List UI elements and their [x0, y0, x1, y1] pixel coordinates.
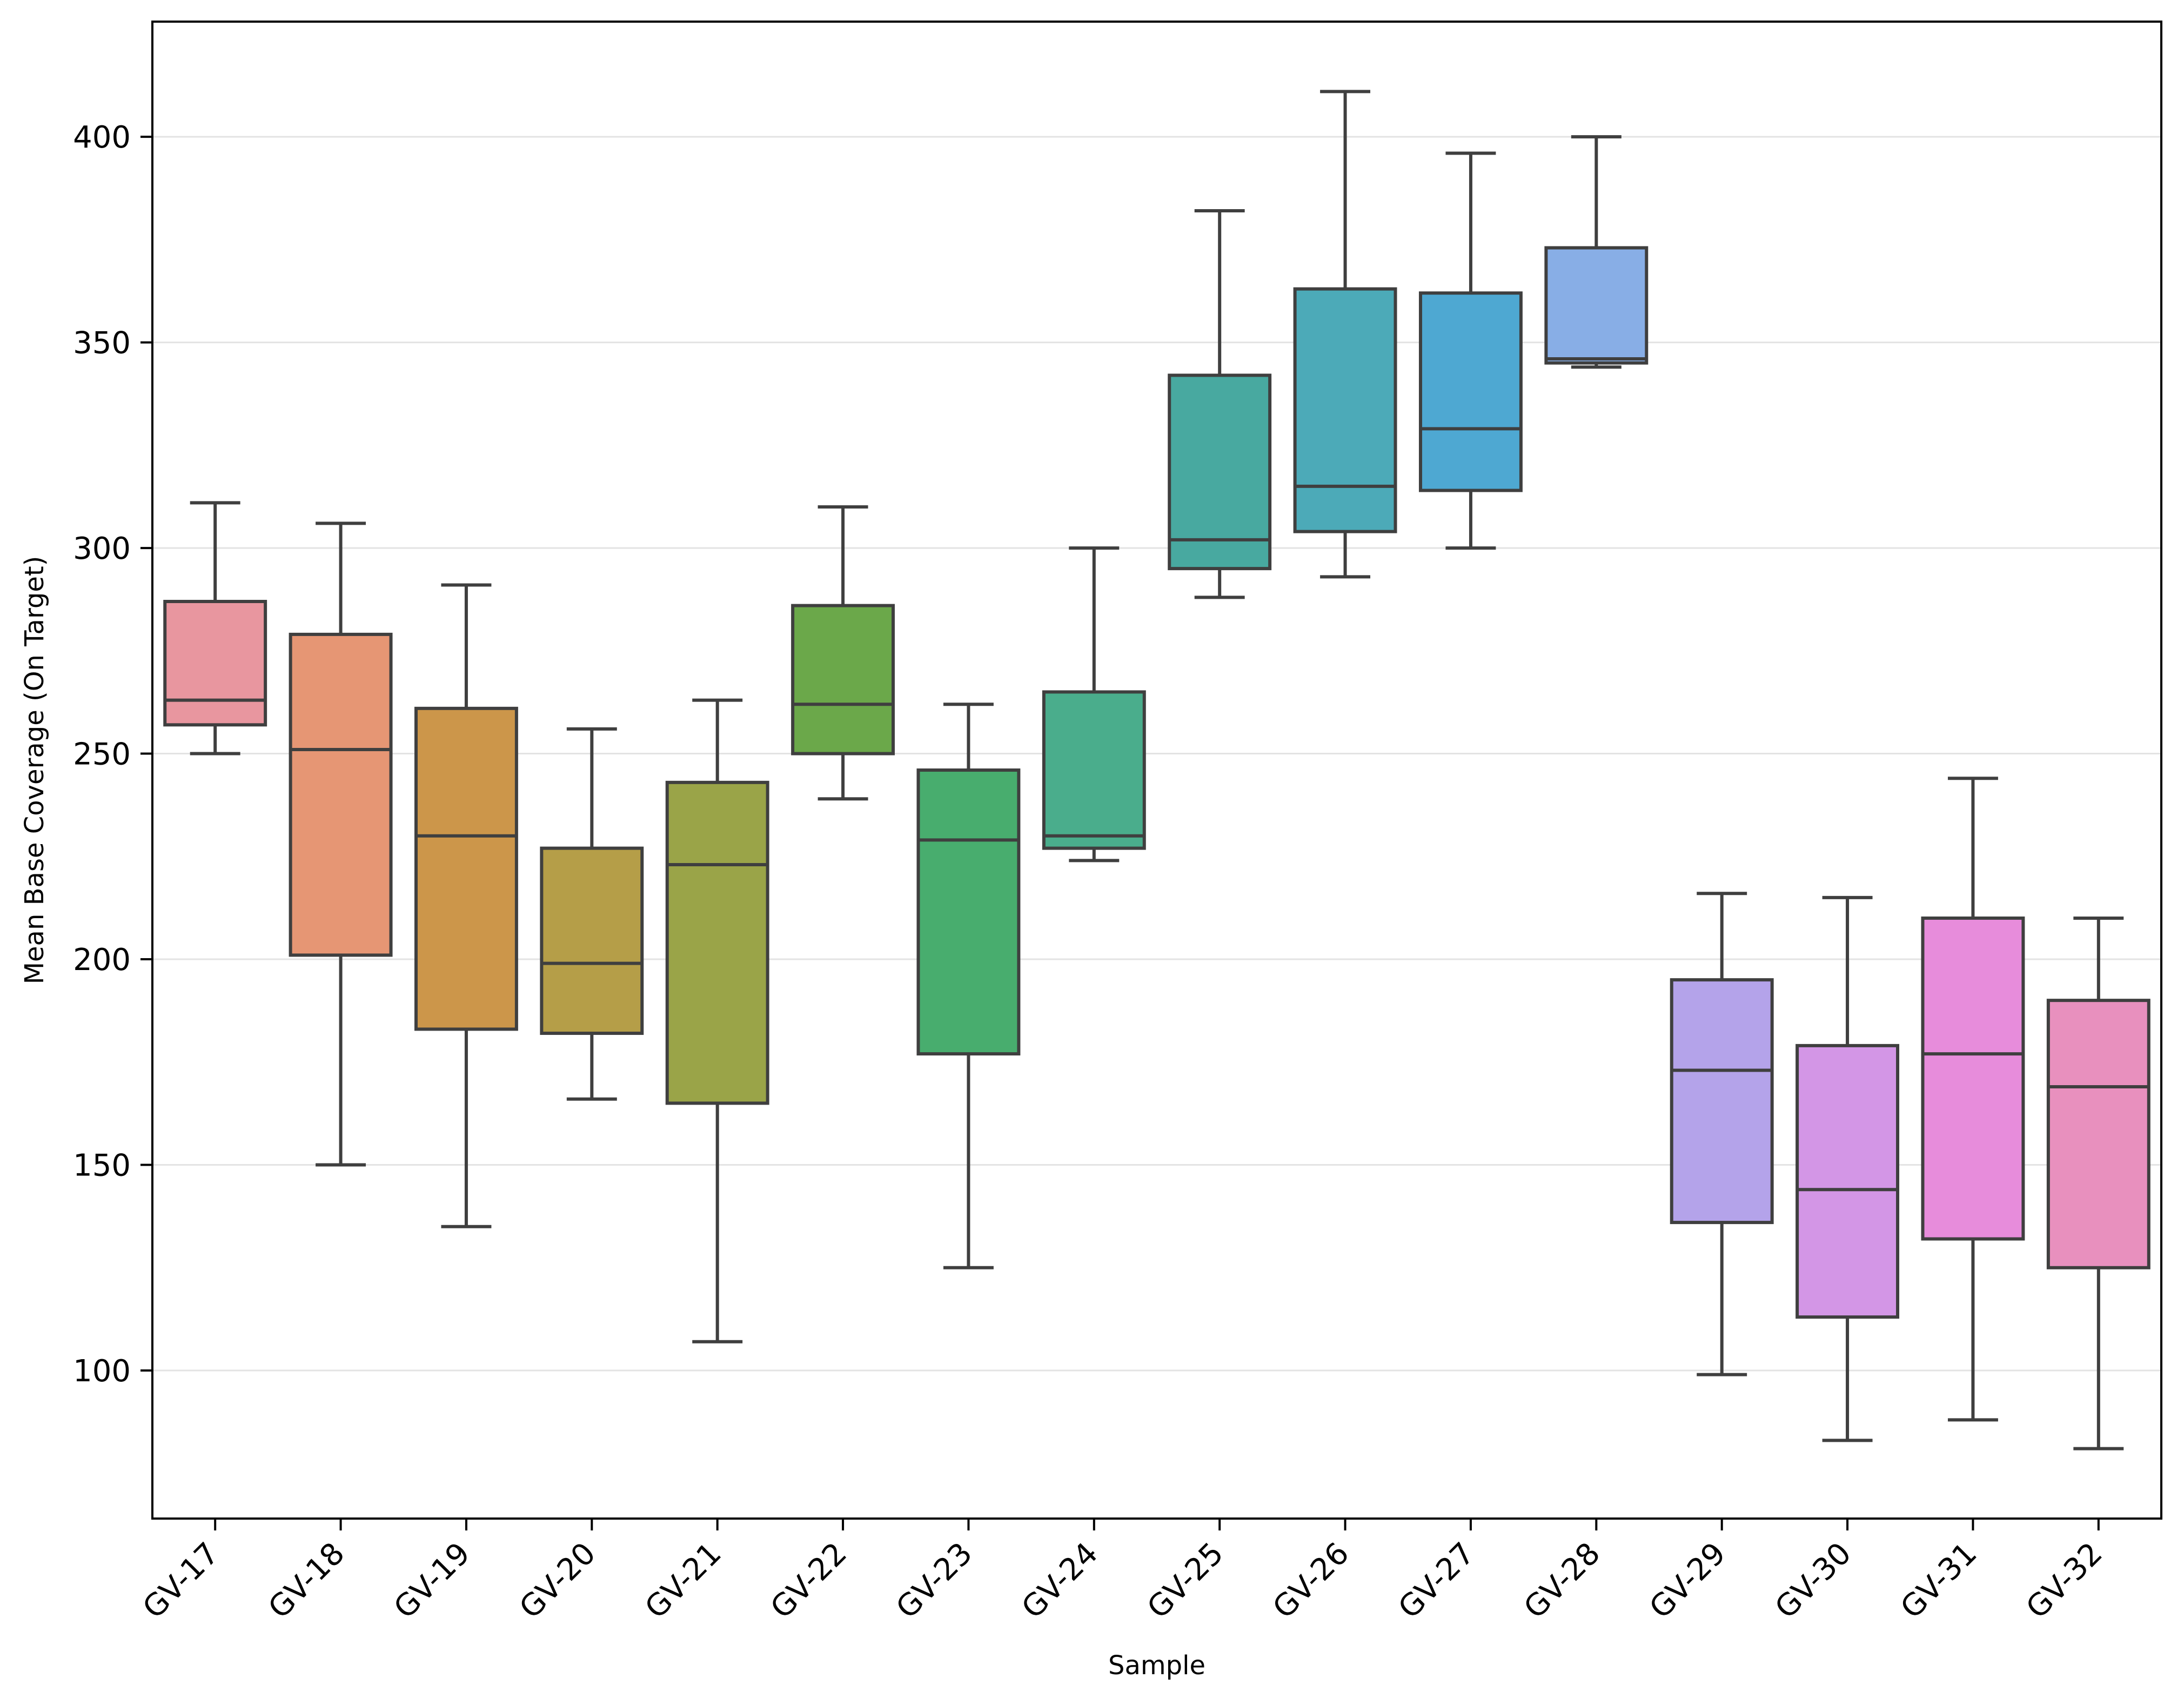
plot-area-frame: [151, 21, 2162, 1520]
y-tick-label: 350: [73, 326, 131, 361]
box-gv-32: [2046, 916, 2150, 1450]
iqr-box: [665, 780, 769, 1105]
iqr-box: [163, 599, 267, 727]
box-gv-21: [665, 698, 769, 1343]
iqr-box: [1921, 916, 2025, 1241]
box-gv-18: [289, 521, 393, 1167]
box-gv-22: [791, 505, 895, 801]
box-gv-17: [163, 501, 267, 755]
iqr-box: [1670, 978, 1774, 1225]
box-gv-27: [1418, 151, 1523, 550]
y-tick-label: 100: [73, 1354, 131, 1389]
y-tick-label: 300: [73, 531, 131, 566]
iqr-box: [1042, 690, 1146, 850]
box-gv-23: [916, 703, 1021, 1269]
iqr-box: [1418, 291, 1523, 492]
iqr-box: [1544, 246, 1649, 365]
x-axis-title: Sample: [1108, 1650, 1205, 1681]
box-gv-30: [1796, 895, 1900, 1442]
y-axis-ticks: 100 150 200 250 300 350 400: [73, 120, 152, 1389]
iqr-box: [1168, 373, 1272, 571]
y-tick-label: 400: [73, 120, 131, 155]
y-axis-title: Mean Base Coverage (On Target): [19, 556, 50, 985]
box-series: [163, 90, 2150, 1450]
iqr-box: [1293, 287, 1397, 533]
box-gv-26: [1293, 90, 1397, 579]
y-tick-label: 200: [73, 942, 131, 978]
iqr-box: [414, 706, 518, 1031]
iqr-box: [289, 632, 393, 957]
box-gv-29: [1670, 892, 1774, 1376]
box-gv-20: [540, 727, 644, 1101]
iqr-box: [1796, 1044, 1900, 1319]
iqr-box: [2046, 999, 2150, 1269]
y-tick-label: 150: [73, 1148, 131, 1184]
box-gv-24: [1042, 546, 1146, 862]
iqr-box: [540, 846, 644, 1035]
box-gv-19: [414, 583, 518, 1228]
box-gv-25: [1168, 209, 1272, 599]
y-tick-label: 250: [73, 737, 131, 772]
box-gv-31: [1921, 777, 2025, 1422]
iqr-box: [791, 604, 895, 755]
iqr-box: [916, 768, 1021, 1056]
box-gv-28: [1544, 135, 1649, 369]
